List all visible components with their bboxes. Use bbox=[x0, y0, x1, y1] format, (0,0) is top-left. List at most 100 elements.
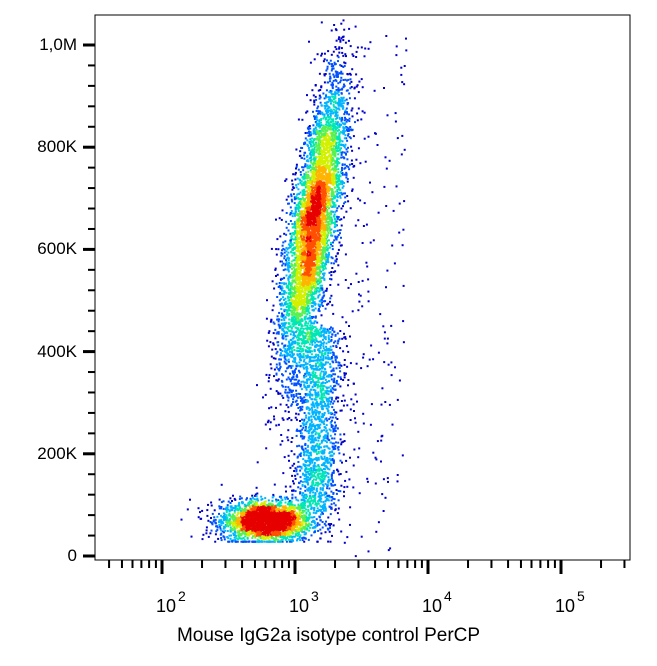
event-dot bbox=[322, 148, 325, 151]
event-dot bbox=[319, 537, 322, 540]
event-dot bbox=[254, 517, 257, 520]
event-dot bbox=[328, 246, 331, 249]
event-dot bbox=[306, 110, 309, 113]
event-dot bbox=[263, 516, 265, 519]
event-dot bbox=[331, 245, 334, 248]
event-dot bbox=[329, 112, 332, 115]
event-dot bbox=[282, 531, 285, 534]
event-dot bbox=[296, 341, 299, 344]
event-dot bbox=[225, 508, 228, 511]
event-dot bbox=[251, 496, 254, 499]
event-dot bbox=[246, 516, 249, 519]
event-dot bbox=[284, 316, 287, 319]
event-dot bbox=[319, 519, 322, 522]
event-dot bbox=[272, 529, 275, 531]
event-dot bbox=[330, 118, 333, 121]
event-dot bbox=[234, 531, 237, 534]
event-dot bbox=[310, 507, 313, 510]
event-dot bbox=[276, 512, 279, 515]
event-dot bbox=[318, 267, 320, 270]
event-dot bbox=[332, 524, 335, 527]
event-dot bbox=[275, 372, 278, 375]
event-dot bbox=[318, 328, 321, 331]
event-dot bbox=[226, 523, 229, 526]
event-dot bbox=[228, 521, 231, 524]
event-dot bbox=[305, 515, 308, 518]
event-dot bbox=[289, 524, 292, 527]
event-dot bbox=[313, 118, 316, 120]
event-dot bbox=[283, 531, 286, 534]
event-dot bbox=[231, 529, 234, 532]
event-dot bbox=[234, 517, 236, 520]
event-dot bbox=[314, 526, 317, 529]
event-dot bbox=[293, 251, 296, 254]
event-dot bbox=[334, 133, 337, 136]
event-dot bbox=[223, 526, 226, 529]
event-dot bbox=[243, 538, 246, 541]
event-dot bbox=[344, 253, 347, 256]
event-dot bbox=[290, 522, 292, 525]
event-dot bbox=[252, 508, 255, 511]
event-dot bbox=[270, 529, 273, 532]
event-dot bbox=[294, 236, 297, 239]
event-dot bbox=[295, 498, 298, 501]
event-dot bbox=[224, 518, 227, 521]
event-dot bbox=[335, 117, 337, 120]
event-dot bbox=[256, 522, 259, 525]
event-dot bbox=[317, 89, 320, 92]
event-dot bbox=[293, 521, 296, 524]
event-dot bbox=[269, 507, 272, 510]
event-dot bbox=[260, 510, 263, 513]
event-dot bbox=[303, 345, 306, 348]
event-dot bbox=[300, 323, 303, 326]
event-dot bbox=[319, 89, 322, 91]
event-dot bbox=[308, 298, 311, 301]
event-dot bbox=[299, 355, 302, 358]
event-dot bbox=[262, 529, 265, 532]
event-dot bbox=[299, 228, 302, 230]
event-dot bbox=[334, 144, 337, 146]
event-dot bbox=[245, 513, 248, 516]
event-dot bbox=[269, 527, 272, 530]
event-dot bbox=[306, 347, 309, 350]
event-dot bbox=[271, 509, 274, 512]
event-dot bbox=[223, 538, 226, 541]
event-dot bbox=[216, 526, 219, 529]
event-dot bbox=[275, 533, 278, 536]
event-dot bbox=[289, 528, 292, 531]
event-dot bbox=[270, 530, 273, 533]
event-dot bbox=[279, 348, 282, 351]
event-dot bbox=[276, 504, 279, 507]
event-dot bbox=[239, 534, 241, 537]
event-dot bbox=[285, 540, 288, 543]
event-dot bbox=[279, 534, 282, 537]
event-dot bbox=[258, 528, 261, 531]
event-dot bbox=[285, 531, 288, 534]
event-dot bbox=[332, 112, 335, 115]
event-dot bbox=[347, 102, 350, 104]
event-dot bbox=[275, 332, 278, 335]
event-dot bbox=[207, 535, 210, 538]
event-dot bbox=[234, 506, 237, 509]
event-dot bbox=[233, 536, 236, 539]
event-dot bbox=[250, 531, 253, 534]
event-dot bbox=[290, 506, 293, 509]
event-dot bbox=[344, 62, 347, 65]
event-dot bbox=[305, 378, 308, 381]
event-dot bbox=[242, 516, 245, 519]
event-dot bbox=[230, 534, 233, 537]
event-dot bbox=[304, 514, 307, 517]
event-dot bbox=[281, 417, 284, 420]
event-dot bbox=[320, 532, 323, 535]
event-dot bbox=[294, 518, 297, 521]
event-dot bbox=[257, 504, 260, 507]
event-dot bbox=[259, 531, 262, 534]
event-dot bbox=[235, 537, 238, 540]
event-dot bbox=[230, 506, 233, 509]
event-dot bbox=[340, 92, 343, 95]
event-dot bbox=[277, 378, 280, 381]
event-dot bbox=[251, 519, 254, 522]
event-dot bbox=[336, 121, 339, 124]
event-dot bbox=[240, 533, 243, 536]
event-dot bbox=[256, 497, 259, 500]
